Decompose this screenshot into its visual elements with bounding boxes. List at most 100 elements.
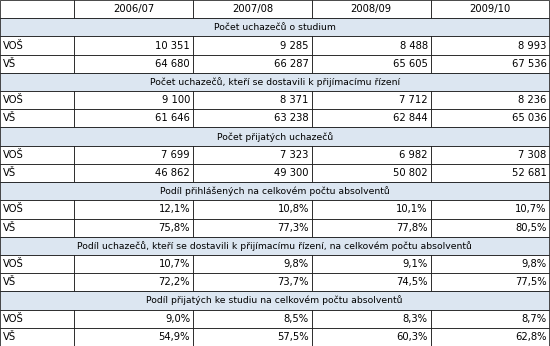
- Bar: [431, 164, 549, 182]
- Bar: [312, 0, 431, 18]
- Text: 2008/09: 2008/09: [351, 4, 392, 14]
- Bar: [193, 91, 312, 109]
- Bar: [193, 219, 312, 237]
- Text: 7 323: 7 323: [280, 150, 309, 160]
- Text: 66 287: 66 287: [274, 59, 309, 69]
- Text: VŠ: VŠ: [3, 113, 16, 124]
- Text: 8,5%: 8,5%: [284, 314, 309, 324]
- Bar: [0, 255, 74, 273]
- Text: 10,7%: 10,7%: [515, 204, 547, 215]
- Bar: [74, 219, 193, 237]
- Text: 72,2%: 72,2%: [158, 277, 190, 287]
- Text: 10,8%: 10,8%: [278, 204, 309, 215]
- Text: 6 982: 6 982: [399, 150, 428, 160]
- Text: 9 100: 9 100: [162, 95, 190, 105]
- Bar: [193, 109, 312, 127]
- Text: Počet uchazečů, kteří se dostavili k přijímacímu řízení: Počet uchazečů, kteří se dostavili k při…: [150, 77, 400, 87]
- Text: 8 236: 8 236: [518, 95, 547, 105]
- Bar: [74, 200, 193, 219]
- Text: 2009/10: 2009/10: [470, 4, 510, 14]
- Bar: [312, 328, 431, 346]
- Text: VOŠ: VOŠ: [3, 204, 24, 215]
- Text: 9,8%: 9,8%: [521, 259, 547, 269]
- Text: 50 802: 50 802: [393, 168, 428, 178]
- Text: 12,1%: 12,1%: [158, 204, 190, 215]
- Text: 46 862: 46 862: [155, 168, 190, 178]
- Bar: [312, 55, 431, 73]
- Text: 7 699: 7 699: [162, 150, 190, 160]
- Text: 73,7%: 73,7%: [277, 277, 309, 287]
- Bar: [193, 328, 312, 346]
- Bar: [431, 219, 549, 237]
- Text: VŠ: VŠ: [3, 59, 16, 69]
- Text: Podíl přihlášených na celkovém počtu absolventů: Podíl přihlášených na celkovém počtu abs…: [160, 186, 389, 196]
- Text: 8,7%: 8,7%: [521, 314, 547, 324]
- Bar: [0, 200, 74, 219]
- Text: 49 300: 49 300: [274, 168, 309, 178]
- Bar: [312, 310, 431, 328]
- Text: 9,1%: 9,1%: [403, 259, 428, 269]
- Bar: [0, 310, 74, 328]
- Text: 10,1%: 10,1%: [396, 204, 428, 215]
- Text: 62 844: 62 844: [393, 113, 428, 124]
- Text: 9,8%: 9,8%: [284, 259, 309, 269]
- Text: VOŠ: VOŠ: [3, 95, 24, 105]
- Text: 10 351: 10 351: [155, 40, 190, 51]
- Text: 9 285: 9 285: [280, 40, 309, 51]
- Bar: [431, 328, 549, 346]
- Bar: [0, 73, 549, 91]
- Bar: [74, 55, 193, 73]
- Text: 57,5%: 57,5%: [277, 332, 309, 342]
- Text: Počet přijatých uchazečů: Počet přijatých uchazečů: [217, 131, 333, 142]
- Bar: [74, 91, 193, 109]
- Bar: [74, 328, 193, 346]
- Text: 77,8%: 77,8%: [396, 222, 428, 233]
- Bar: [74, 273, 193, 291]
- Text: 60,3%: 60,3%: [396, 332, 428, 342]
- Bar: [0, 291, 549, 310]
- Bar: [312, 219, 431, 237]
- Bar: [431, 36, 549, 55]
- Text: 8 371: 8 371: [280, 95, 309, 105]
- Bar: [193, 310, 312, 328]
- Text: 2007/08: 2007/08: [232, 4, 273, 14]
- Bar: [431, 55, 549, 73]
- Bar: [0, 273, 74, 291]
- Bar: [312, 164, 431, 182]
- Bar: [74, 255, 193, 273]
- Text: Podíl přijatých ke studiu na celkovém počtu absolventů: Podíl přijatých ke studiu na celkovém po…: [146, 295, 403, 306]
- Bar: [193, 200, 312, 219]
- Bar: [0, 36, 74, 55]
- Bar: [74, 109, 193, 127]
- Text: VŠ: VŠ: [3, 168, 16, 178]
- Bar: [0, 0, 74, 18]
- Text: 61 646: 61 646: [155, 113, 190, 124]
- Bar: [431, 310, 549, 328]
- Text: VŠ: VŠ: [3, 332, 16, 342]
- Bar: [0, 127, 549, 146]
- Bar: [431, 146, 549, 164]
- Text: VOŠ: VOŠ: [3, 314, 24, 324]
- Bar: [74, 164, 193, 182]
- Bar: [312, 200, 431, 219]
- Text: 65 036: 65 036: [512, 113, 547, 124]
- Text: 65 605: 65 605: [393, 59, 428, 69]
- Bar: [0, 55, 74, 73]
- Bar: [312, 91, 431, 109]
- Text: VŠ: VŠ: [3, 222, 16, 233]
- Bar: [0, 146, 74, 164]
- Text: 54,9%: 54,9%: [158, 332, 190, 342]
- Bar: [0, 182, 549, 200]
- Text: VOŠ: VOŠ: [3, 150, 24, 160]
- Bar: [193, 0, 312, 18]
- Text: 62,8%: 62,8%: [515, 332, 547, 342]
- Text: 74,5%: 74,5%: [396, 277, 428, 287]
- Bar: [74, 36, 193, 55]
- Bar: [431, 273, 549, 291]
- Bar: [193, 146, 312, 164]
- Text: VŠ: VŠ: [3, 277, 16, 287]
- Text: 67 536: 67 536: [512, 59, 547, 69]
- Bar: [193, 36, 312, 55]
- Bar: [312, 109, 431, 127]
- Bar: [312, 146, 431, 164]
